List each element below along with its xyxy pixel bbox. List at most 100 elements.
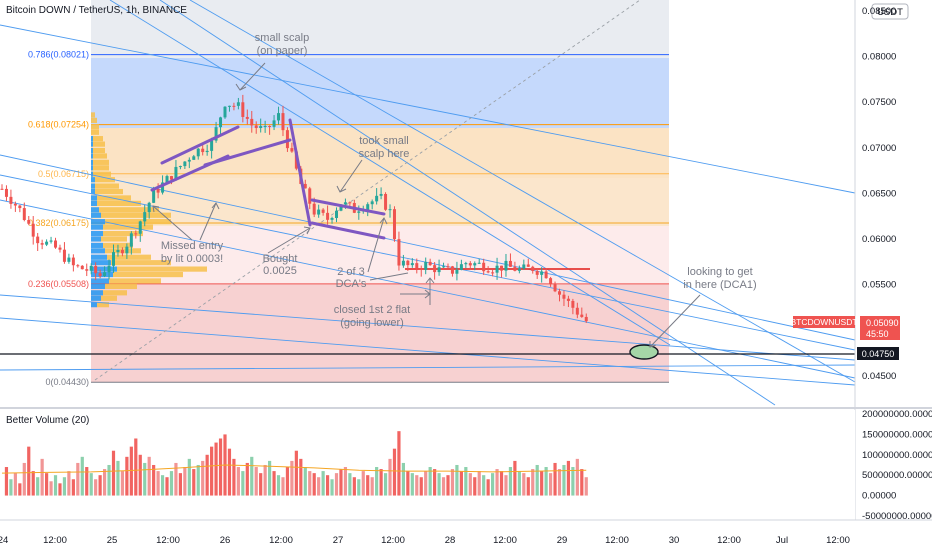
profile-down-bar <box>99 207 159 213</box>
candle-body <box>147 202 151 213</box>
volume-bar <box>522 473 526 496</box>
profile-down-bar <box>117 266 207 272</box>
profile-up-bar <box>91 290 103 296</box>
profile-down-bar <box>105 283 137 290</box>
candle-body <box>580 314 584 317</box>
volume-bar <box>325 475 330 496</box>
candle-body <box>116 249 120 253</box>
volume-bar <box>120 471 125 496</box>
volume-bar <box>548 473 553 496</box>
candle-body <box>504 260 508 271</box>
candle-body <box>535 270 539 275</box>
volume-bar <box>85 467 89 496</box>
profile-down-bar <box>91 112 95 118</box>
candle-body <box>205 150 209 153</box>
volume-bar <box>76 462 80 496</box>
volume-bar <box>13 473 17 496</box>
volume-bar <box>486 479 490 496</box>
volume-bar <box>383 473 388 496</box>
price-tick: 0.07000 <box>862 143 896 154</box>
flag-upper <box>310 198 386 216</box>
profile-down-bar <box>111 260 171 266</box>
annotation-took-scalp-1: took small <box>359 135 409 147</box>
volume-bar <box>441 477 446 496</box>
profile-down-bar <box>93 147 105 154</box>
volume-bar <box>254 467 258 496</box>
volume-bar <box>299 458 303 496</box>
trendline-9 <box>0 364 856 371</box>
candle-body <box>0 188 4 190</box>
candle-body <box>482 262 486 272</box>
candle-body <box>424 261 428 270</box>
volume-bar <box>107 464 111 496</box>
candle-body <box>517 268 521 271</box>
volume-bar <box>464 467 468 496</box>
candle-body <box>219 117 223 128</box>
volume-bar <box>276 475 281 496</box>
volume-bar <box>557 469 562 496</box>
volume-bar <box>134 438 138 496</box>
candle-body <box>98 273 102 277</box>
volume-bars <box>4 431 588 496</box>
volume-bar <box>495 469 499 496</box>
candle-body <box>455 269 459 274</box>
candle-body <box>13 203 17 206</box>
volume-bar <box>450 469 455 496</box>
candle-body <box>433 265 437 273</box>
volume-bar <box>160 475 165 496</box>
candle-body <box>281 113 285 131</box>
profile-up-bar <box>91 283 105 290</box>
candle-body <box>201 148 205 153</box>
candle-body <box>112 252 115 266</box>
candle-body <box>103 272 107 277</box>
volume-bar <box>468 473 472 496</box>
volume-bar <box>517 471 521 496</box>
currency-badge[interactable] <box>871 3 909 20</box>
volume-bar <box>129 446 133 496</box>
current-price-label: 0.05090 <box>866 318 899 328</box>
profile-up-bar <box>91 165 93 171</box>
volume-bar <box>80 456 84 496</box>
time-axis[interactable]: 24 12:00 25 12:00 26 12:00 27 12:00 28 12:00 29 12:… <box>0 535 850 546</box>
profile-up-bar <box>91 141 93 147</box>
volume-bar <box>401 462 405 496</box>
volume-bar <box>232 458 236 496</box>
candle-body <box>571 300 575 308</box>
profile-up-bar <box>91 278 109 284</box>
volume-bar <box>53 475 58 496</box>
time-tick: 28 <box>445 535 456 546</box>
fib-zone-618-5 <box>91 128 669 178</box>
volume-bar <box>45 473 49 496</box>
candle-body <box>152 189 156 203</box>
volume-bar <box>18 483 22 496</box>
candle-body <box>129 233 133 247</box>
volume-bar <box>482 475 486 496</box>
fib-zone-786-618 <box>91 58 669 128</box>
time-tick: 12:00 <box>156 535 180 546</box>
annotation-bought-2: 0.0025 <box>263 265 297 277</box>
candle-body <box>174 166 178 180</box>
volume-tick: 0.00000 <box>862 491 896 502</box>
candle-body <box>406 260 410 266</box>
volume-bar <box>406 471 410 496</box>
candle-body <box>187 159 191 162</box>
profile-up-bar <box>91 171 93 177</box>
profile-up-bar <box>91 242 103 248</box>
candle-body <box>348 202 352 204</box>
volume-bar <box>566 460 571 496</box>
volume-bar <box>290 460 294 496</box>
volume-bar <box>477 471 481 496</box>
volume-bar <box>499 471 504 496</box>
volume-bar <box>392 448 397 496</box>
volume-bar <box>343 467 348 496</box>
volume-bar <box>317 477 321 496</box>
candle-body <box>272 120 276 127</box>
volume-pane[interactable] <box>0 410 855 520</box>
volume-bar <box>116 460 120 496</box>
annotation-small-scalp-2: (on paper) <box>257 45 308 57</box>
profile-down-bar <box>91 117 97 124</box>
volume-bar <box>562 464 566 496</box>
volume-bar <box>31 471 35 496</box>
candle-body <box>45 241 49 245</box>
